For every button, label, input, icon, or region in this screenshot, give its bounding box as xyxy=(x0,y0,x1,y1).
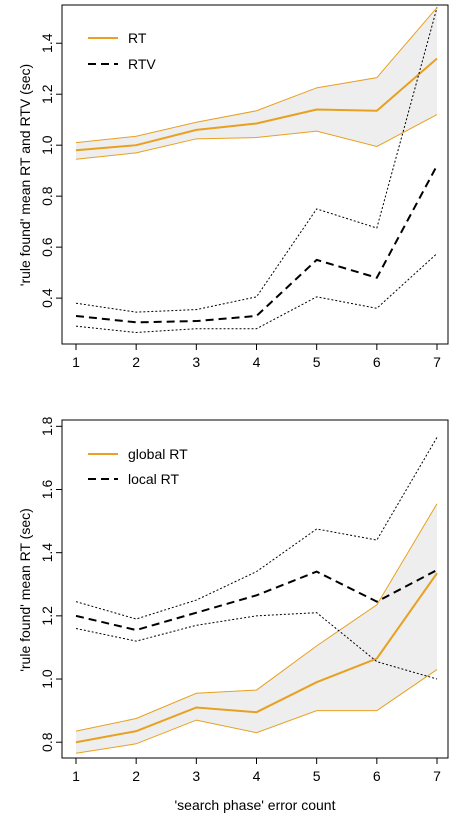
confidence-band-area xyxy=(76,503,437,754)
y-tick-label: 0.6 xyxy=(39,237,55,257)
band-edge-line xyxy=(75,114,438,160)
x-tick-label: 4 xyxy=(253,354,261,370)
x-axis-ticks: 1 2 3 4 5 6 7 xyxy=(72,758,441,784)
legend-label-rtv: RTV xyxy=(128,56,156,72)
dotted-bound-line xyxy=(75,612,438,680)
y-tick-label: 1.2 xyxy=(39,84,55,104)
top-panel: 1 2 3 4 5 6 7 0.4 0.6 0.8 1.0 1.2 1.4 'rule found' … xyxy=(17,4,449,370)
global-rt-confidence-band xyxy=(76,503,437,754)
band-edge-line xyxy=(75,669,438,754)
y-tick-label: 1.6 xyxy=(39,480,55,500)
x-tick-label: 2 xyxy=(132,354,140,370)
series-lines xyxy=(75,7,438,334)
dotted-bound-line xyxy=(75,7,438,313)
dotted-bound-line xyxy=(75,253,438,334)
rt-confidence-band xyxy=(76,7,437,160)
confidence-band-area xyxy=(76,7,437,160)
x-tick-label: 5 xyxy=(313,354,321,370)
y-tick-label: 0.8 xyxy=(39,732,55,752)
plot-frame xyxy=(61,4,449,345)
series-lines xyxy=(75,437,438,754)
x-axis-ticks: 1 2 3 4 5 6 7 xyxy=(72,344,441,370)
band-edge-line xyxy=(75,503,438,732)
legend-label-rt: RT xyxy=(128,30,147,46)
y-axis-title: 'rule found' mean RT (sec) xyxy=(17,508,33,672)
x-tick-label: 4 xyxy=(253,768,261,784)
x-tick-label: 5 xyxy=(313,768,321,784)
y-tick-label: 1.0 xyxy=(39,669,55,689)
x-tick-label: 1 xyxy=(72,354,80,370)
series-line-local-rt xyxy=(75,569,438,632)
bottom-panel: 1 2 3 4 5 6 7 0.8 1.0 1.2 1.4 1.6 1.8 'rule found' … xyxy=(17,416,449,813)
x-tick-label: 6 xyxy=(373,354,381,370)
x-tick-label: 3 xyxy=(192,354,200,370)
x-axis-title: 'search phase' error count xyxy=(175,797,336,813)
x-tick-label: 7 xyxy=(433,768,441,784)
legend: RT RTV xyxy=(88,30,156,72)
x-tick-label: 3 xyxy=(192,768,200,784)
y-axis-ticks: 0.4 0.6 0.8 1.0 1.2 1.4 xyxy=(39,33,62,308)
x-tick-label: 7 xyxy=(433,354,441,370)
plot-frame xyxy=(61,419,449,759)
y-tick-label: 0.4 xyxy=(39,288,55,308)
legend-label-global-rt: global RT xyxy=(128,446,188,462)
series-line-rtv xyxy=(75,165,438,324)
series-line-rt xyxy=(75,57,438,152)
y-tick-label: 1.0 xyxy=(39,135,55,155)
y-axis-ticks: 0.8 1.0 1.2 1.4 1.6 1.8 xyxy=(39,416,62,752)
legend-label-local-rt: local RT xyxy=(128,471,180,487)
x-tick-label: 2 xyxy=(132,768,140,784)
band-edge-line xyxy=(75,7,438,144)
y-tick-label: 0.8 xyxy=(39,186,55,206)
x-tick-label: 1 xyxy=(72,768,80,784)
y-tick-label: 1.4 xyxy=(39,33,55,53)
y-tick-label: 1.2 xyxy=(39,606,55,626)
dotted-bound-line xyxy=(75,437,438,620)
x-tick-label: 6 xyxy=(373,768,381,784)
y-axis-title: 'rule found' mean RT and RTV (sec) xyxy=(17,64,33,286)
series-line-global-rt xyxy=(75,572,438,744)
legend: global RT local RT xyxy=(88,446,188,487)
y-tick-label: 1.8 xyxy=(39,416,55,436)
y-tick-label: 1.4 xyxy=(39,543,55,563)
